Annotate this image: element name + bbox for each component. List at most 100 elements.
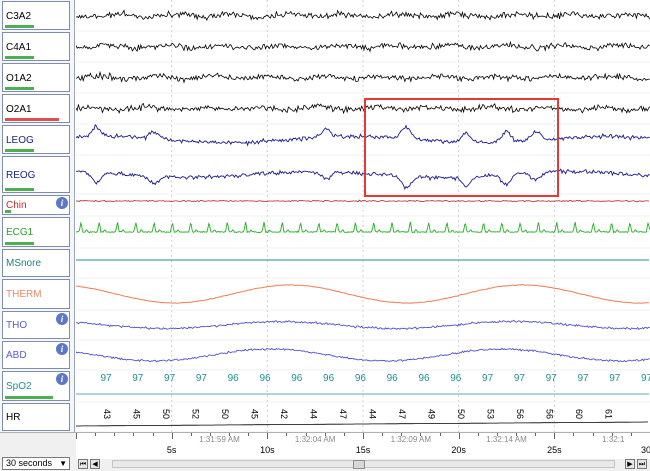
abd-trace [76,347,650,363]
clock-time-label: 1:32:04 AM [294,435,336,444]
arrow-right-icon: ▶ [627,460,633,468]
channel-label-abd[interactable]: ABD i [2,341,70,369]
clock-time-label: 1:32:14 AM [486,435,527,444]
hr-value: 50 [456,409,466,419]
therm-trace [76,284,649,304]
o2a1-trace [76,102,650,115]
channel-label-chin[interactable]: Chin i [2,195,70,215]
channel-name: MSnore [6,258,42,269]
hr-value: 60 [574,409,584,419]
channel-label-ecg1[interactable]: ECG1 [2,217,70,247]
spo2-value: 97 [641,373,650,384]
signal-level-bar [5,56,34,59]
info-icon[interactable]: i [56,373,68,385]
chin-trace [76,199,650,203]
signal-level-bar [5,210,12,213]
time-tick [286,433,288,436]
spo2-value: 97 [577,373,589,384]
hr-value: 43 [102,409,112,419]
info-icon[interactable]: i [56,197,68,209]
hr-value: 56 [515,409,525,419]
time-tick [516,433,518,436]
channel-label-leog[interactable]: LEOG [2,125,70,154]
info-icon[interactable]: i [56,313,68,325]
signal-level-bar [5,25,34,28]
channel-label-reog[interactable]: REOG [2,156,70,193]
channel-label-c3a2[interactable]: C3A2 [2,1,70,30]
signal-plot-area[interactable]: 9797979796969696969696969797979797979743… [76,0,650,432]
reog-trace [76,168,650,191]
hr-value: 42 [279,409,289,419]
spo2-value: 96 [259,373,271,384]
skip-back-icon: ⏮ [79,460,87,468]
channel-name: HR [6,412,21,423]
epoch-length-value: 30 seconds [6,458,53,468]
channel-name: ABD [6,350,27,361]
time-tick [439,433,441,436]
channel-label-tho[interactable]: THO i [2,311,70,339]
time-tick [171,433,173,439]
c4a1-trace [76,40,650,53]
channel-name: SpO2 [6,381,32,392]
channel-label-o1a2[interactable]: O1A2 [2,63,70,92]
time-tick [152,433,154,436]
spo2-value: 96 [228,373,240,384]
hr-value: 49 [427,409,437,419]
channel-name: ECG1 [6,227,34,238]
time-tick [133,433,135,436]
hr-trace [76,421,648,427]
tho-trace [76,319,650,331]
scrollbar-thumb[interactable] [353,460,365,469]
time-tick-label: 5s [166,445,177,455]
time-tick [401,433,403,436]
epoch-length-select[interactable]: 30 seconds ▼ [2,457,70,470]
time-tick [190,433,192,436]
spo2-value: 97 [546,373,558,384]
info-icon[interactable]: i [56,343,68,355]
channel-label-msnore[interactable]: MSnore [2,249,70,277]
spo2-value: 96 [291,373,303,384]
selection-box[interactable] [364,98,559,197]
clock-time-label: 1:32:1 [602,435,625,444]
channel-label-hr[interactable]: HR [2,403,70,431]
time-tick [496,433,498,436]
channel-label-therm[interactable]: THERM [2,279,70,309]
channel-name: THERM [6,289,42,300]
channel-name: Chin [6,200,27,211]
next-page-button[interactable]: ▶ [625,459,635,469]
channel-label-panel: C3A2 C4A1 O1A2 O2A1 LEOG REOG Chin i ECG1 MSnore T… [0,0,75,432]
spo2-value: 97 [482,373,494,384]
time-tick [209,433,211,436]
previous-page-button[interactable]: ◀ [90,459,100,469]
signal-level-bar [5,188,34,191]
spo2-value: 96 [450,373,462,384]
time-tick [343,433,345,436]
spo2-value: 96 [387,373,399,384]
channel-label-c4a1[interactable]: C4A1 [2,32,70,61]
spo2-value: 96 [355,373,367,384]
signal-level-bar [5,242,34,245]
channel-name: REOG [6,169,36,181]
time-tick [592,433,594,436]
arrow-left-icon: ◀ [92,460,98,468]
ecg1-trace [76,221,650,234]
spo2-value: 96 [418,373,430,384]
time-tick [267,433,269,439]
spo2-value: 97 [100,373,112,384]
first-page-button[interactable]: ⏮ [78,459,88,469]
channel-name: O2A1 [6,103,32,115]
time-tick [458,433,460,439]
last-page-button[interactable]: ⏭ [637,459,647,469]
signal-level-bar [5,396,53,399]
spo2-value: 97 [164,373,176,384]
hr-value: 52 [191,409,201,419]
time-tick-label: 15s [355,445,371,455]
time-tick [305,433,307,436]
time-tick-label: 10s [260,445,275,455]
spo2-value: 96 [323,373,335,384]
o1a2-trace [76,70,650,84]
channel-label-spo2[interactable]: SpO2 i [2,371,70,401]
epoch-scrollbar[interactable] [112,460,615,469]
channel-label-o2a1[interactable]: O2A1 [2,94,70,123]
